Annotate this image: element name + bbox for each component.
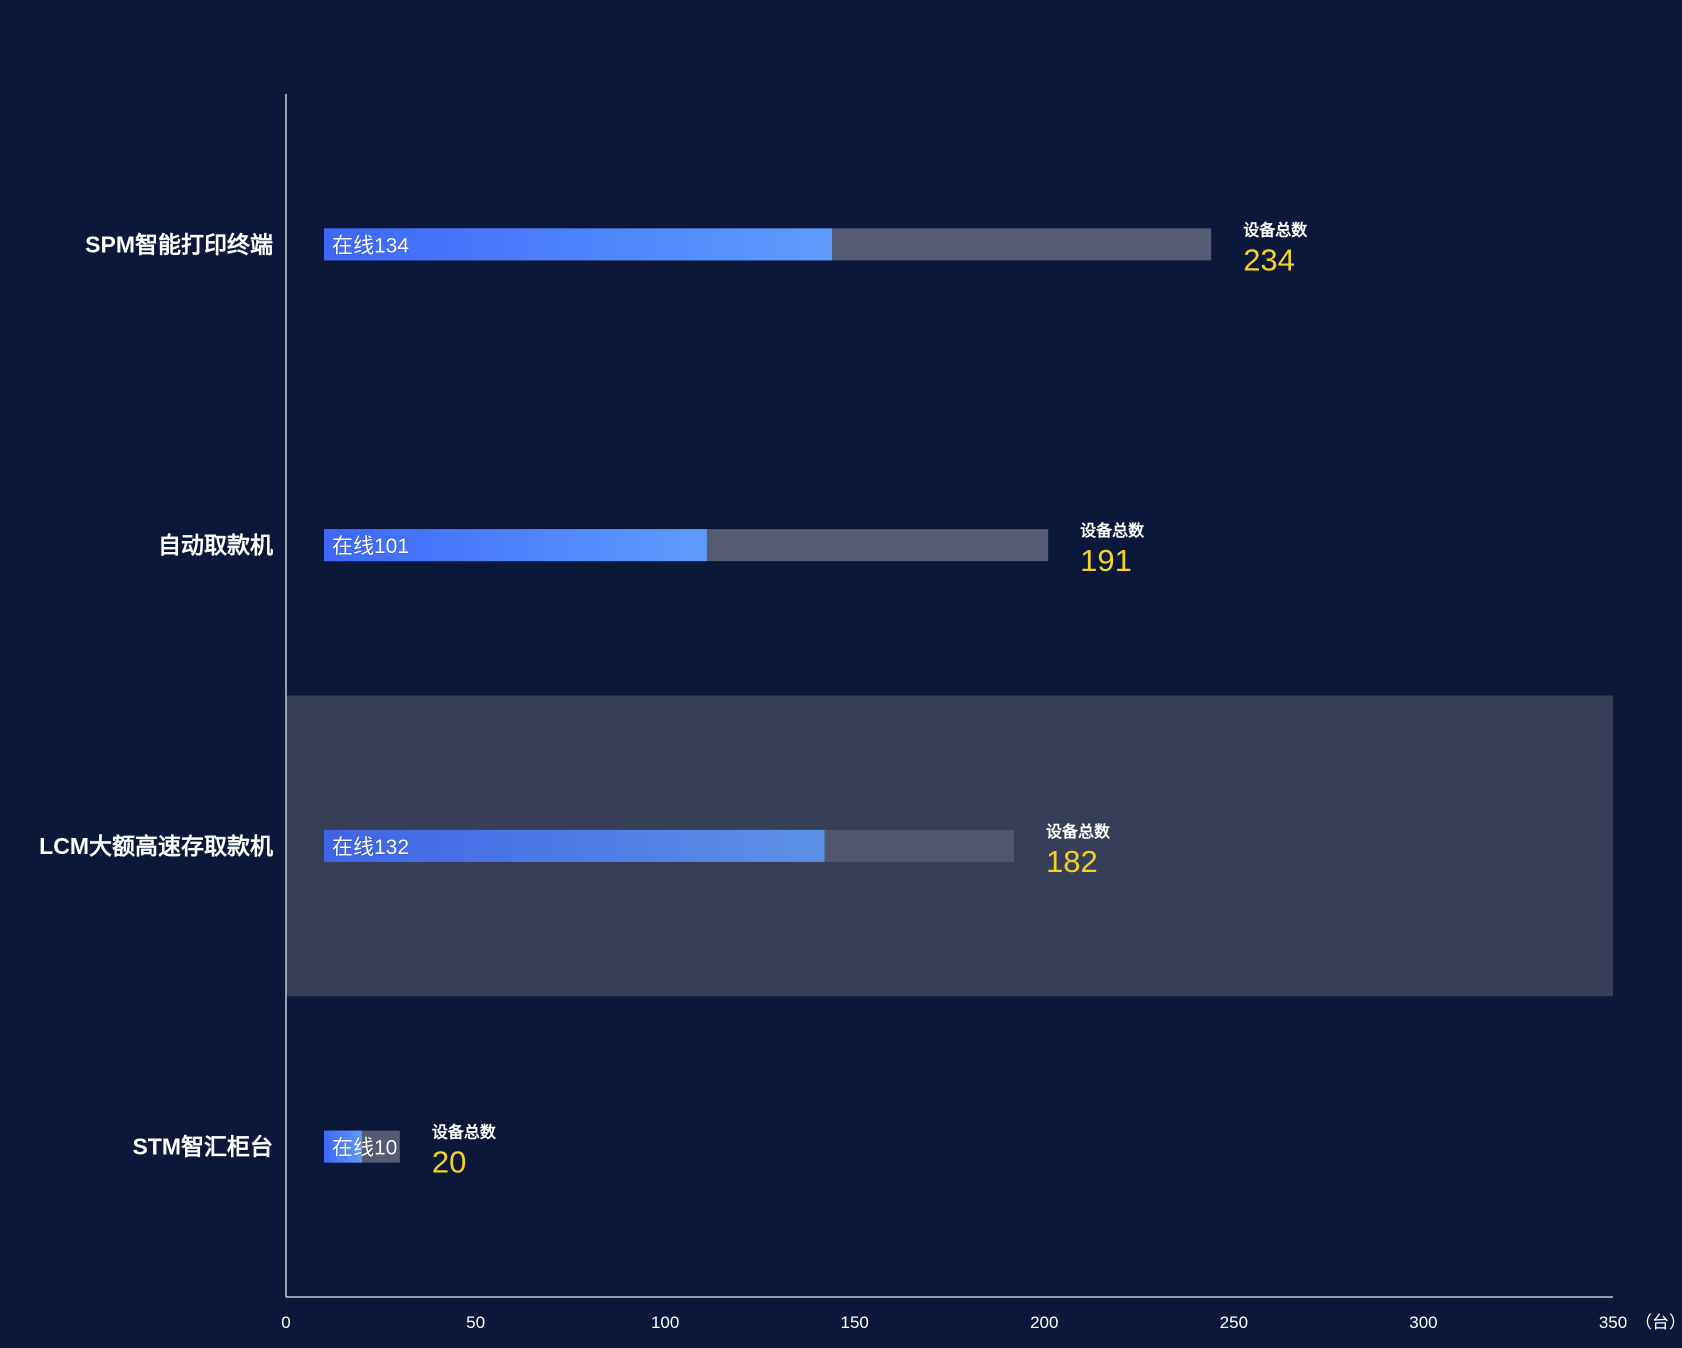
x-axis-unit: （台） xyxy=(1635,1313,1682,1332)
online-bar[interactable] xyxy=(324,829,825,862)
online-bar[interactable] xyxy=(324,1130,362,1163)
x-tick-label: 150 xyxy=(841,1313,869,1332)
x-tick-label: 0 xyxy=(281,1313,290,1332)
total-value: 182 xyxy=(1046,844,1098,879)
total-caption: 设备总数 xyxy=(1243,220,1308,239)
x-tick-label: 50 xyxy=(466,1313,485,1332)
total-caption: 设备总数 xyxy=(1080,521,1145,540)
x-tick-label: 300 xyxy=(1409,1313,1437,1332)
total-value: 191 xyxy=(1080,543,1132,578)
category-label: 自动取款机 xyxy=(158,532,273,558)
x-tick-label: 200 xyxy=(1030,1313,1058,1332)
online-value-label: 在线10 xyxy=(332,1137,397,1160)
x-tick-label: 350 xyxy=(1599,1313,1627,1332)
online-value-label: 在线134 xyxy=(332,234,409,257)
online-value-label: 在线132 xyxy=(332,836,409,859)
total-caption: 设备总数 xyxy=(1046,822,1111,841)
category-label: STM智汇柜台 xyxy=(132,1134,273,1160)
total-value: 234 xyxy=(1243,242,1295,277)
category-label: SPM智能打印终端 xyxy=(85,231,273,257)
total-value: 20 xyxy=(432,1145,466,1180)
online-value-label: 在线101 xyxy=(332,535,409,558)
total-caption: 设备总数 xyxy=(432,1123,497,1142)
category-label: LCM大额高速存取款机 xyxy=(39,833,273,859)
online-bar[interactable] xyxy=(324,228,833,261)
online-bar[interactable] xyxy=(324,529,707,562)
x-tick-label: 250 xyxy=(1220,1313,1248,1332)
x-tick-label: 100 xyxy=(651,1313,679,1332)
